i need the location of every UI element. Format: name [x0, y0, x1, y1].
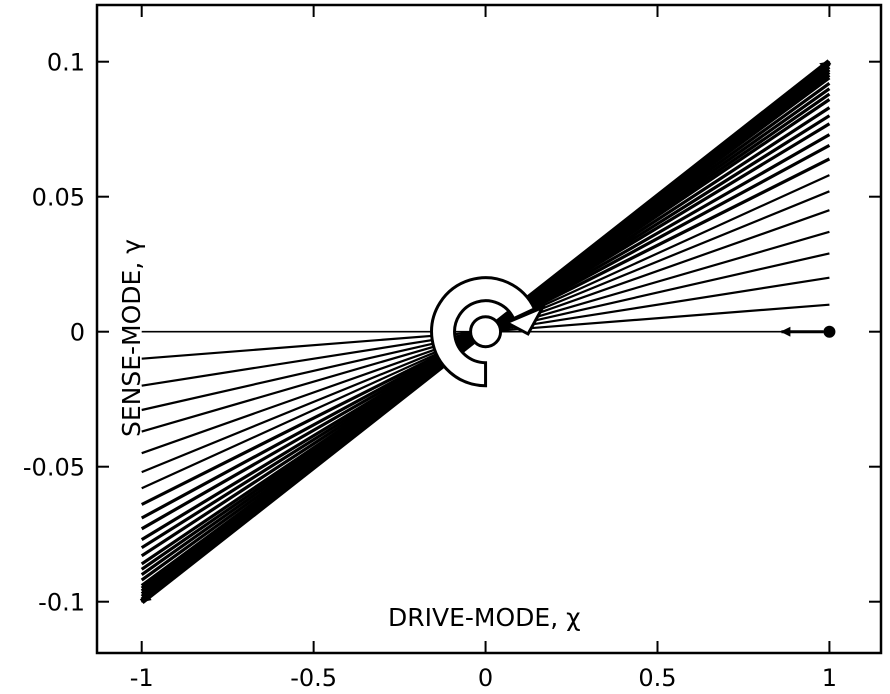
trajectory-line — [485, 303, 830, 333]
trajectory-line — [485, 209, 830, 333]
trajectory-line — [141, 330, 486, 387]
x-tick-label: 0.5 — [638, 664, 676, 692]
overlay — [140, 60, 836, 603]
y-tick-label: 0.1 — [47, 49, 85, 77]
trajectory-line — [485, 174, 830, 333]
trajectory-line-dense — [139, 329, 488, 605]
trajectory-line — [485, 252, 830, 333]
trajectory-line — [141, 330, 486, 455]
trajectory-line — [140, 330, 487, 506]
trajectory-line — [141, 330, 486, 474]
start-point — [823, 325, 836, 338]
plot-frame — [95, 3, 883, 655]
upper-end-arrow — [804, 60, 831, 82]
y-axis-title: SENSE-MODE, γ — [117, 239, 146, 437]
trajectory-line — [141, 330, 486, 412]
rotation-arrow-band — [430, 276, 537, 388]
center-point — [469, 315, 503, 349]
trajectory-line — [485, 276, 830, 333]
x-tick-label: 0 — [478, 664, 493, 692]
trajectory-line — [141, 330, 487, 490]
y-tick-label: 0.05 — [32, 184, 85, 212]
trajectory-line — [141, 330, 486, 360]
trajectory-line — [484, 157, 831, 334]
x-tick-label: -0.5 — [290, 664, 337, 692]
y-tick-label: -0.05 — [23, 454, 85, 482]
x-axis-title: DRIVE-MODE, χ — [388, 603, 581, 632]
trajectory-line — [141, 330, 486, 433]
trajectory-lines — [139, 59, 832, 605]
ticks: -1 -0.5 0 0.5 1 -0.1 -0.05 0 0.05 0.1 — [23, 5, 881, 692]
y-tick-label: -0.1 — [38, 589, 85, 617]
rotation-arrow-head — [503, 304, 547, 336]
lower-end-arrow — [140, 581, 167, 603]
x-tick-label: 1 — [822, 664, 837, 692]
y-tick-label: 0 — [70, 319, 85, 347]
x-tick-label: -1 — [130, 664, 154, 692]
trajectory-line-dense — [483, 59, 832, 335]
trajectory-line — [485, 230, 830, 333]
